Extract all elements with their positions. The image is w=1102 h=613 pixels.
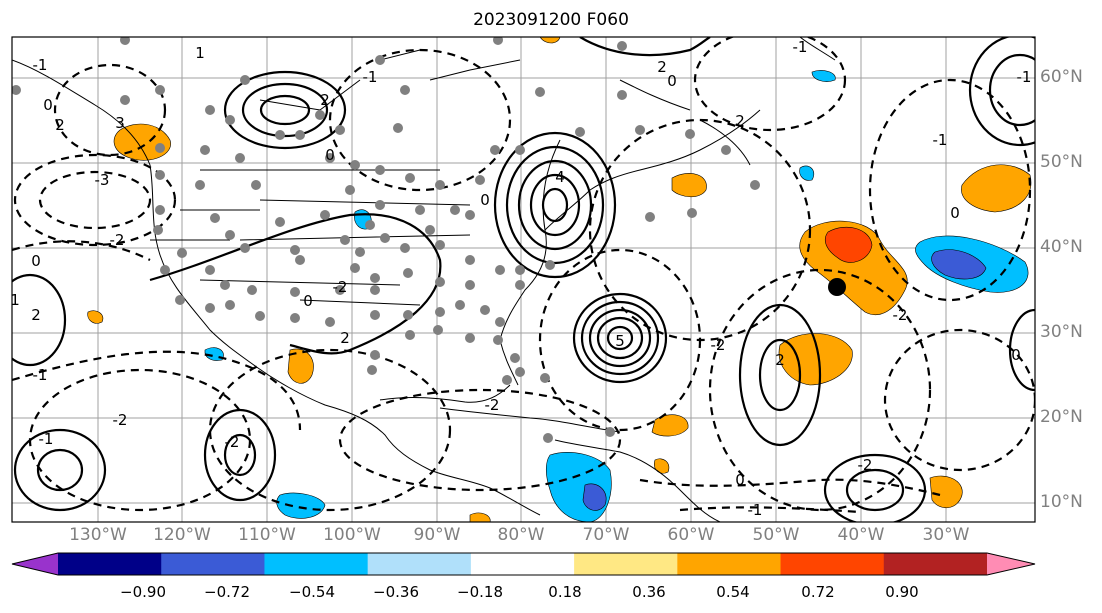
contour-label: -2 [225, 433, 240, 451]
colorbar-segment [367, 553, 472, 575]
contour-label: 2 [320, 91, 330, 109]
lat-label: 20°N [1040, 407, 1083, 427]
colorbar-tick-label: −0.36 [373, 583, 419, 601]
colorbar-tick-label: 0.54 [716, 583, 750, 601]
contour-label: 3 [115, 114, 125, 132]
contour-label: -1 [793, 38, 808, 56]
colorbar-extend-max [987, 553, 1035, 575]
lat-label: 40°N [1040, 237, 1083, 257]
colorbar-segment [780, 553, 885, 575]
contour-label: 2 [657, 58, 667, 76]
colorbar-tick-label: 0.90 [885, 583, 919, 601]
contour-label: 0 [950, 204, 960, 222]
contour-label: 0 [480, 191, 490, 209]
lat-label: 10°N [1040, 492, 1083, 512]
contour-label: -1 [363, 68, 378, 86]
colorbar-outline [11, 552, 1036, 576]
lon-label: 40°W [837, 525, 885, 545]
contour-label: 0 [735, 471, 745, 489]
colorbar-tick-label: −0.18 [457, 583, 503, 601]
contour-label: -2 [485, 396, 500, 414]
colorbar-tick-label: −0.54 [289, 583, 335, 601]
lon-label: 120°W [153, 525, 211, 545]
contour-label: -3 [95, 171, 110, 189]
contour-label: 5 [615, 332, 625, 350]
contour-label: 4 [555, 168, 565, 186]
contour-label: -2 [711, 336, 726, 354]
storm-center-marker [828, 278, 846, 296]
contour-label: 0 [31, 252, 41, 270]
colorbar-segment [58, 553, 162, 575]
contour-label: -1 [748, 501, 763, 519]
lon-label: 100°W [323, 525, 381, 545]
contour-label: -2 [333, 278, 348, 296]
lon-label: 50°W [752, 525, 800, 545]
contour-label: 0 [325, 146, 335, 164]
colorbar [11, 552, 1036, 576]
lat-label: 50°N [1040, 152, 1083, 172]
contour-label: -2 [110, 231, 125, 249]
contour-label: 2 [735, 112, 745, 130]
colorbar-tick-label: 0.36 [632, 583, 666, 601]
contour-label: 2 [31, 306, 41, 324]
contour-label: 2 [55, 116, 65, 134]
colorbar-segment [574, 553, 678, 575]
contour-label: -2 [113, 411, 128, 429]
colorbar-extend-min [12, 553, 58, 575]
colorbar-tick-label: 0.18 [548, 583, 582, 601]
colorbar-segment [470, 553, 575, 575]
contour-label: 0 [43, 96, 53, 114]
colorbar-segment [883, 553, 988, 575]
contour-label: -2 [858, 456, 873, 474]
contour-label: -1 [33, 56, 48, 74]
contour-label: 1 [195, 44, 205, 62]
colorbar-segment [677, 553, 782, 575]
lon-label: 80°W [497, 525, 545, 545]
contour-label: -1 [1017, 68, 1032, 86]
contours-solid [12, 37, 1035, 522]
colorbar-tick-label: 0.72 [801, 583, 835, 601]
lat-label: 30°N [1040, 322, 1083, 342]
contour-label: 2 [340, 329, 350, 347]
contour-label: -2 [893, 306, 908, 324]
lon-label: 70°W [582, 525, 630, 545]
contours-dashed [12, 37, 1035, 514]
lon-label: 30°W [922, 525, 970, 545]
lon-label: 90°W [413, 525, 461, 545]
station-dots [12, 37, 760, 443]
lon-label: 60°W [667, 525, 715, 545]
colorbar-segment [264, 553, 369, 575]
map-title: 2023091200 F060 [473, 10, 629, 30]
contour-label: 0 [667, 72, 677, 90]
contour-label: 1 [10, 291, 20, 309]
contour-label: 0 [303, 292, 313, 310]
contour-label: -1 [933, 131, 948, 149]
contour-label: -1 [39, 430, 54, 448]
colorbar-tick-label: −0.72 [204, 583, 250, 601]
colorbar-segment [161, 553, 265, 575]
contour-label: -1 [33, 366, 48, 384]
lon-label: 130°W [69, 525, 127, 545]
contour-label: 2 [775, 351, 785, 369]
contour-label: 0 [1011, 346, 1021, 364]
lat-label: 60°N [1040, 67, 1083, 87]
shaded-anomalies [87, 37, 1032, 522]
colorbar-tick-label: −0.90 [120, 583, 166, 601]
lon-label: 110°W [238, 525, 296, 545]
